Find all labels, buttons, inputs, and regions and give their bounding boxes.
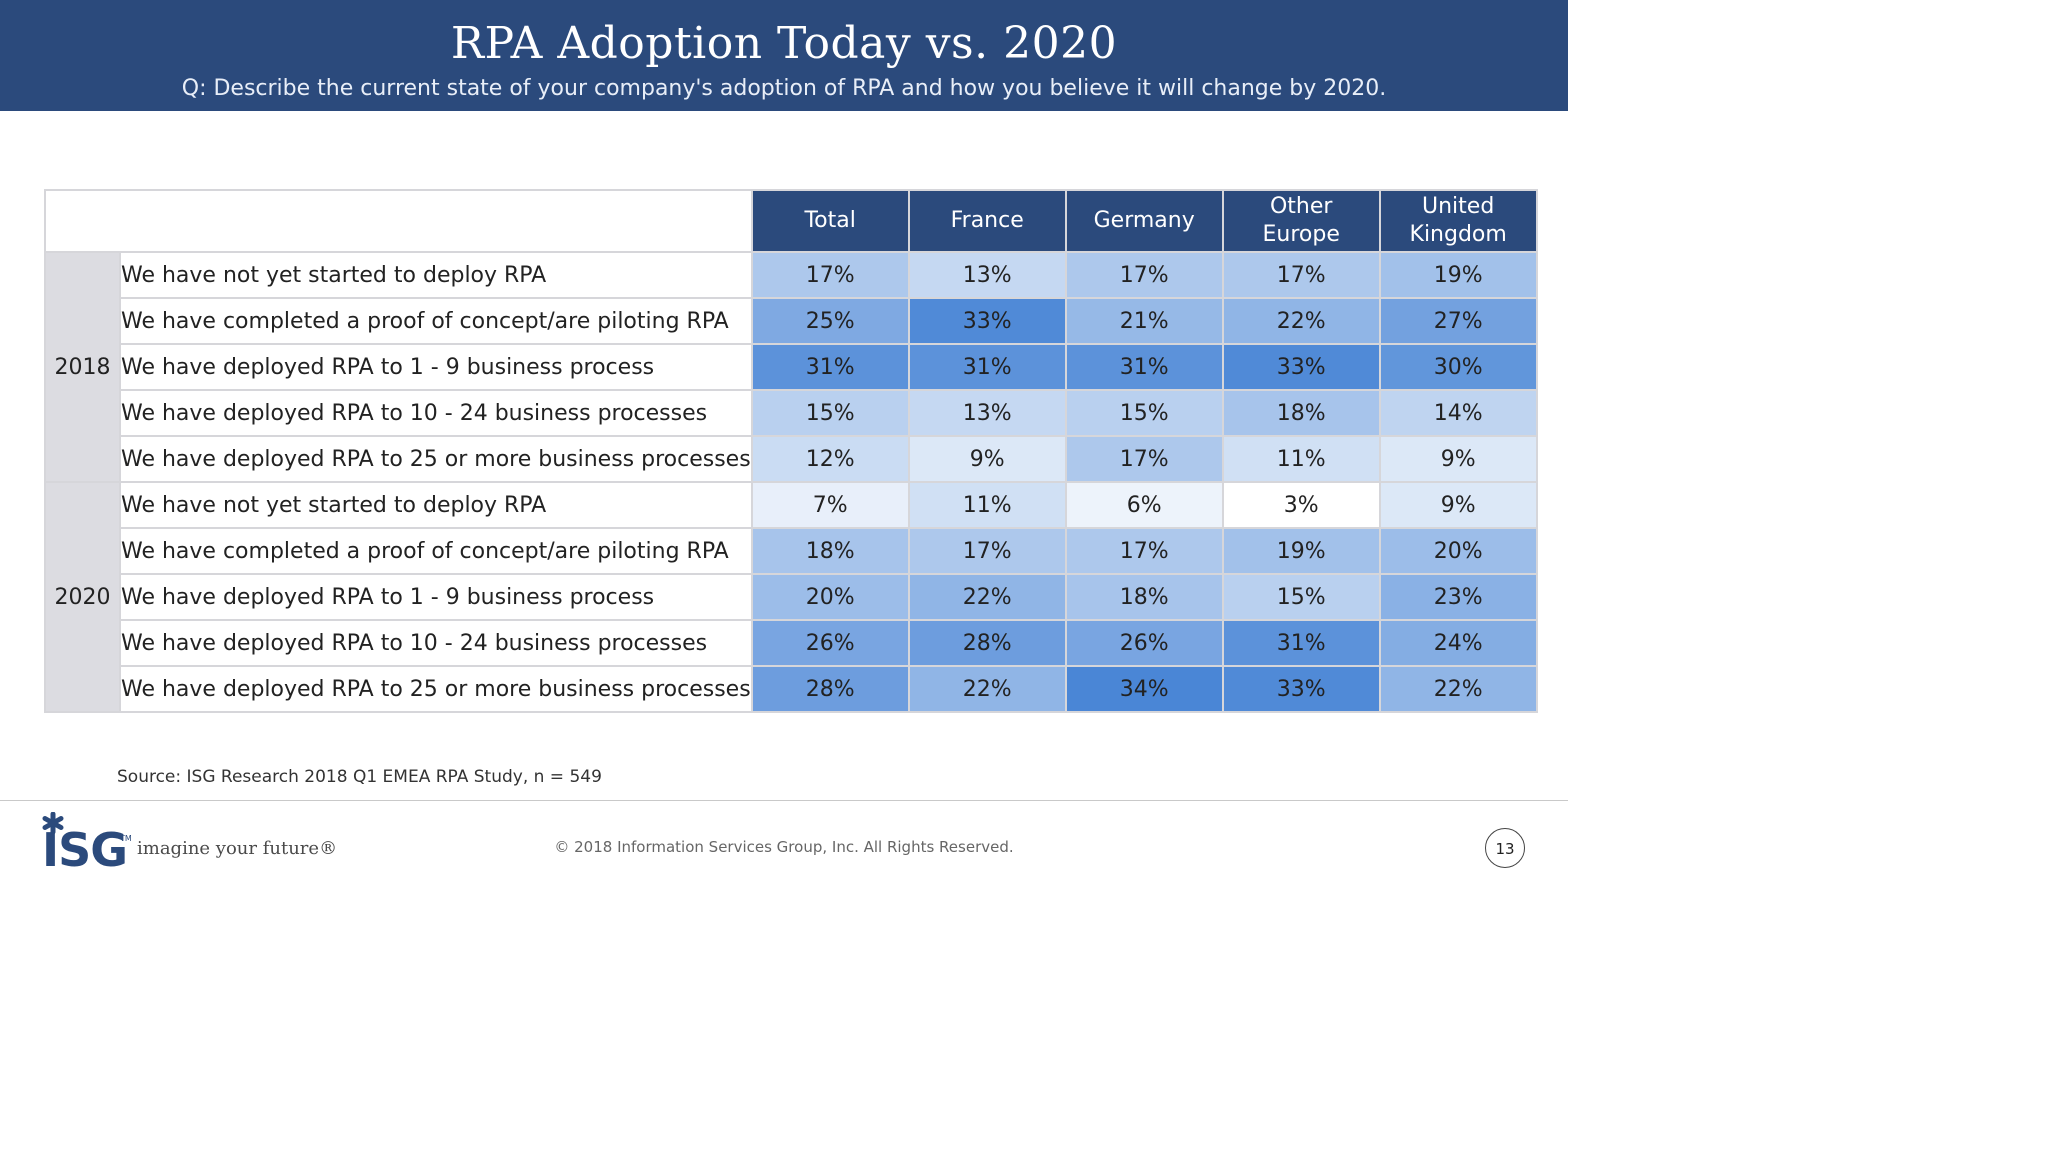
row-label: We have not yet started to deploy RPA — [119, 251, 753, 299]
row-label: We have deployed RPA to 1 - 9 business p… — [119, 343, 753, 391]
table-row: 2018 We have not yet started to deploy RP… — [44, 251, 1538, 483]
table-row: We have deployed RPA to 25 or more busin… — [45, 435, 1538, 483]
row-label: We have completed a proof of concept/are… — [119, 297, 753, 345]
value-cell: 18% — [1064, 573, 1224, 621]
value-cell: 11% — [1221, 435, 1381, 483]
value-cell: 9% — [1378, 435, 1538, 483]
title-banner: RPA Adoption Today vs. 2020 Q: Describe … — [0, 0, 1568, 111]
value-cell: 15% — [1221, 573, 1381, 621]
value-cell: 33% — [907, 297, 1067, 345]
value-cell: 26% — [750, 619, 910, 667]
value-cell: 17% — [1221, 251, 1381, 299]
table-row: We have deployed RPA to 1 - 9 business p… — [45, 343, 1538, 391]
value-cell: 17% — [750, 251, 910, 299]
value-cell: 34% — [1064, 665, 1224, 713]
row-label: We have not yet started to deploy RPA — [119, 481, 753, 529]
header-blank — [44, 189, 753, 253]
column-header: Other Europe — [1221, 189, 1381, 253]
value-cell: 15% — [750, 389, 910, 437]
year-label: 2018 — [44, 251, 121, 483]
table-row: We have deployed RPA to 10 - 24 business… — [45, 619, 1538, 667]
row-label: We have deployed RPA to 10 - 24 business… — [119, 619, 753, 667]
header-row: Total France Germany Other Europe United Kin… — [44, 189, 1538, 253]
value-cell: 12% — [750, 435, 910, 483]
table-row: We have deployed RPA to 1 - 9 business p… — [45, 573, 1538, 621]
row-label: We have deployed RPA to 1 - 9 business p… — [119, 573, 753, 621]
trademark-mark: TM — [120, 834, 132, 843]
value-cell: 19% — [1378, 251, 1538, 299]
column-header: Germany — [1064, 189, 1224, 253]
value-cell: 9% — [1378, 481, 1538, 529]
value-cell: 23% — [1378, 573, 1538, 621]
value-cell: 31% — [1064, 343, 1224, 391]
table-row: We have completed a proof of concept/are… — [45, 297, 1538, 345]
table-row: We have deployed RPA to 10 - 24 business… — [45, 389, 1538, 437]
value-cell: 33% — [1221, 665, 1381, 713]
value-cell: 3% — [1221, 481, 1381, 529]
value-cell: 31% — [1221, 619, 1381, 667]
value-cell: 24% — [1378, 619, 1538, 667]
row-label: We have completed a proof of concept/are… — [119, 527, 753, 575]
column-header: United Kingdom — [1378, 189, 1538, 253]
adoption-table: Total France Germany Other Europe United Kin… — [44, 189, 1538, 713]
year-label: 2020 — [44, 481, 121, 713]
value-cell: 14% — [1378, 389, 1538, 437]
source-note: Source: ISG Research 2018 Q1 EMEA RPA St… — [117, 767, 602, 787]
value-cell: 17% — [1064, 251, 1224, 299]
value-cell: 28% — [750, 665, 910, 713]
logo-wordmark: ISG — [42, 823, 128, 877]
page-number: 13 — [1485, 828, 1525, 868]
value-cell: 33% — [1221, 343, 1381, 391]
value-cell: 17% — [1064, 527, 1224, 575]
value-cell: 15% — [1064, 389, 1224, 437]
row-label: We have deployed RPA to 25 or more busin… — [119, 435, 753, 483]
row-label: We have deployed RPA to 25 or more busin… — [119, 665, 753, 713]
value-cell: 17% — [907, 527, 1067, 575]
column-header: France — [907, 189, 1067, 253]
value-cell: 13% — [907, 389, 1067, 437]
value-cell: 25% — [750, 297, 910, 345]
value-cell: 13% — [907, 251, 1067, 299]
logo-tagline: imagine your future® — [137, 838, 338, 859]
table-row: 2020 We have not yet started to deploy RP… — [44, 481, 1538, 713]
page-title: RPA Adoption Today vs. 2020 — [450, 18, 1118, 69]
value-cell: 11% — [907, 481, 1067, 529]
value-cell: 22% — [1221, 297, 1381, 345]
row-label: We have deployed RPA to 10 - 24 business… — [119, 389, 753, 437]
value-cell: 22% — [907, 665, 1067, 713]
value-cell: 17% — [1064, 435, 1224, 483]
value-cell: 31% — [907, 343, 1067, 391]
copyright-notice: © 2018 Information Services Group, Inc. … — [554, 838, 1014, 856]
value-cell: 30% — [1378, 343, 1538, 391]
value-cell: 9% — [907, 435, 1067, 483]
value-cell: 22% — [1378, 665, 1538, 713]
value-cell: 18% — [750, 527, 910, 575]
value-cell: 21% — [1064, 297, 1224, 345]
page-subtitle: Q: Describe the current state of your co… — [181, 76, 1387, 101]
value-cell: 7% — [750, 481, 910, 529]
column-header: Total — [750, 189, 910, 253]
value-cell: 19% — [1221, 527, 1381, 575]
value-cell: 22% — [907, 573, 1067, 621]
value-cell: 20% — [1378, 527, 1538, 575]
value-cell: 20% — [750, 573, 910, 621]
footer-divider — [0, 800, 1568, 801]
value-cell: 31% — [750, 343, 910, 391]
value-cell: 27% — [1378, 297, 1538, 345]
value-cell: 28% — [907, 619, 1067, 667]
value-cell: 6% — [1064, 481, 1224, 529]
asterisk-icon — [42, 812, 64, 834]
table-row: We have completed a proof of concept/are… — [45, 527, 1538, 575]
table-row: We have deployed RPA to 25 or more busin… — [45, 665, 1538, 713]
isg-logo: ISG TM imagine your future® — [40, 812, 340, 877]
value-cell: 26% — [1064, 619, 1224, 667]
value-cell: 18% — [1221, 389, 1381, 437]
